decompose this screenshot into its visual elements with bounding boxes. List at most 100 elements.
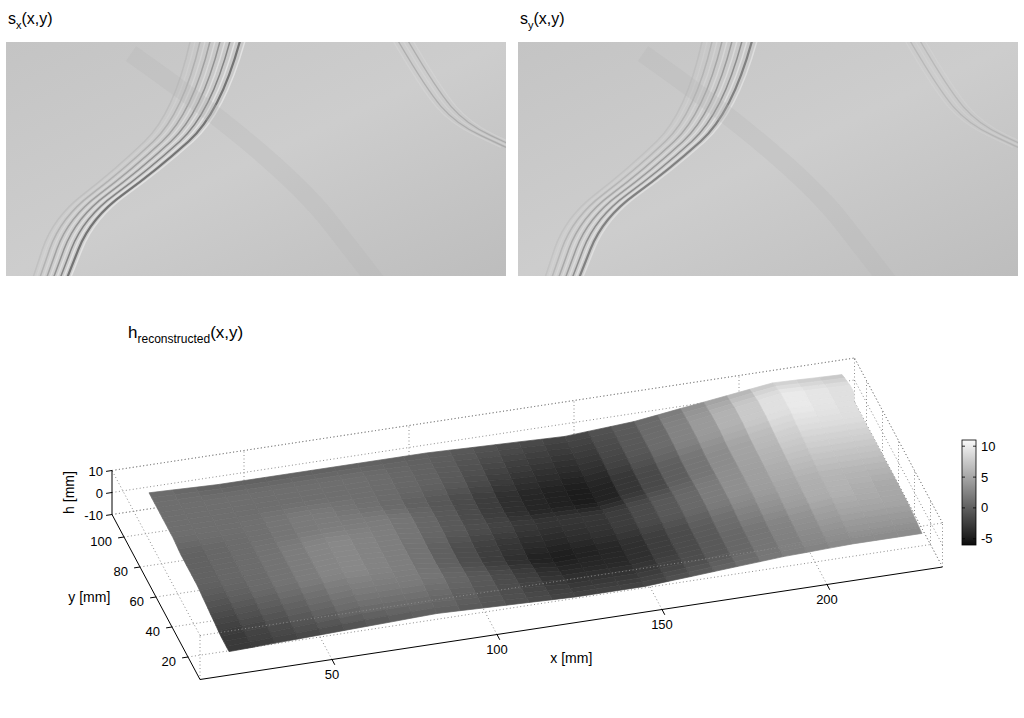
y-tick <box>150 597 156 599</box>
colorbar-tick <box>973 507 976 508</box>
grid-line <box>156 485 899 598</box>
colorbar-tick-label: 0 <box>981 500 988 515</box>
surface-cell <box>735 557 761 567</box>
box-edge <box>942 523 943 567</box>
colorbar: -50510 <box>962 439 995 547</box>
box-edge <box>112 471 200 636</box>
figure: sx(x,y)sy(x,y)hreconstructed(x,y)5010015… <box>0 0 1024 718</box>
colorbar-tick <box>973 538 976 539</box>
surface-cell <box>448 542 474 548</box>
front-ripple <box>923 42 1018 147</box>
x-tick-label: 150 <box>651 617 673 632</box>
panel-label-base: s <box>520 10 528 27</box>
y-tick-label: 20 <box>162 654 176 669</box>
x-tick-label: 100 <box>486 642 508 657</box>
z-tick-label: 10 <box>89 464 103 479</box>
x-axis <box>200 567 943 680</box>
surface-cell <box>688 567 714 576</box>
surface-cell <box>457 603 483 611</box>
box-edge <box>200 636 201 680</box>
front-ripple <box>918 42 1018 147</box>
surface-cell <box>619 582 645 590</box>
surface-cell <box>850 535 876 544</box>
slope-image <box>6 42 506 276</box>
surface-cell <box>411 608 437 618</box>
grid-line <box>855 358 943 523</box>
grid-line <box>112 402 855 515</box>
axes: 5010015020020406080100-10010x [mm]y [mm]… <box>61 464 942 682</box>
surface-cell <box>249 638 275 648</box>
box-edge <box>112 358 855 471</box>
surface-cell <box>365 616 391 627</box>
box-edge <box>112 402 855 515</box>
z-tick <box>106 492 112 494</box>
panel-label-base: s <box>8 10 16 27</box>
surface-cell <box>573 589 599 597</box>
x-tick-label: 50 <box>325 667 339 682</box>
z-axis-title: h [mm] <box>61 471 77 514</box>
y-tick <box>166 627 172 629</box>
front-ripple <box>406 42 506 147</box>
surface-cell <box>480 600 506 608</box>
y-tick-label: 40 <box>146 624 160 639</box>
panel-label-args: (x,y) <box>534 10 565 27</box>
grid-line <box>855 380 943 545</box>
y-axis-title: y [mm] <box>68 589 110 605</box>
grid-line <box>188 545 931 658</box>
x-tick <box>662 610 665 615</box>
z-tick-label: -10 <box>84 508 103 523</box>
surface-cell <box>433 558 459 564</box>
colorbar-bar <box>962 440 976 545</box>
colorbar-tick <box>973 446 976 447</box>
front-ripple <box>411 42 506 147</box>
grid-line <box>124 425 867 538</box>
surface-cell <box>296 629 322 639</box>
surface-cell <box>804 543 830 553</box>
y-tick-label: 60 <box>130 594 144 609</box>
grid-line <box>112 358 855 471</box>
surface-cell <box>873 531 899 540</box>
surface-cell <box>226 642 252 652</box>
x-axis-title: x [mm] <box>550 650 592 666</box>
panel-label: sy(x,y) <box>520 10 565 31</box>
plot-title-base: h <box>128 323 137 342</box>
z-tick-label: 0 <box>96 486 103 501</box>
surface-cell <box>388 612 414 622</box>
front-edges <box>112 471 943 680</box>
panel-label-args: (x,y) <box>22 10 53 27</box>
colorbar-tick <box>962 446 965 447</box>
x-tick <box>332 660 335 665</box>
surface-cell <box>402 543 428 549</box>
surface-cell <box>428 548 454 554</box>
colorbar-tick <box>962 538 965 539</box>
plot-title-args: (x,y) <box>210 323 243 342</box>
y-tick <box>182 657 188 659</box>
surface-cell <box>665 572 691 581</box>
back-walls <box>112 358 943 660</box>
surface-cell <box>431 553 457 559</box>
surface-cell <box>827 538 853 548</box>
surface-cell <box>711 562 737 572</box>
surface-cell <box>504 598 530 606</box>
shade <box>643 54 893 276</box>
surface-cell <box>527 595 553 602</box>
shade <box>131 54 381 276</box>
surface-cell <box>596 586 622 594</box>
surface-cell <box>273 633 299 643</box>
z-tick <box>106 470 112 472</box>
y-tick <box>134 567 140 569</box>
colorbar-tick-label: 5 <box>981 470 988 485</box>
colorbar-tick <box>973 477 976 478</box>
y-axis <box>112 515 200 680</box>
surface-cell <box>550 593 576 600</box>
surface-cell <box>342 620 368 631</box>
z-tick <box>106 514 112 516</box>
front-ripple <box>401 42 506 147</box>
x-tick-label: 200 <box>816 592 838 607</box>
colorbar-tick <box>962 507 965 508</box>
grid-line <box>172 515 915 628</box>
grid-line <box>882 411 883 455</box>
box-edge <box>855 358 943 523</box>
grid-line <box>898 441 899 485</box>
surface-cell <box>642 577 668 586</box>
